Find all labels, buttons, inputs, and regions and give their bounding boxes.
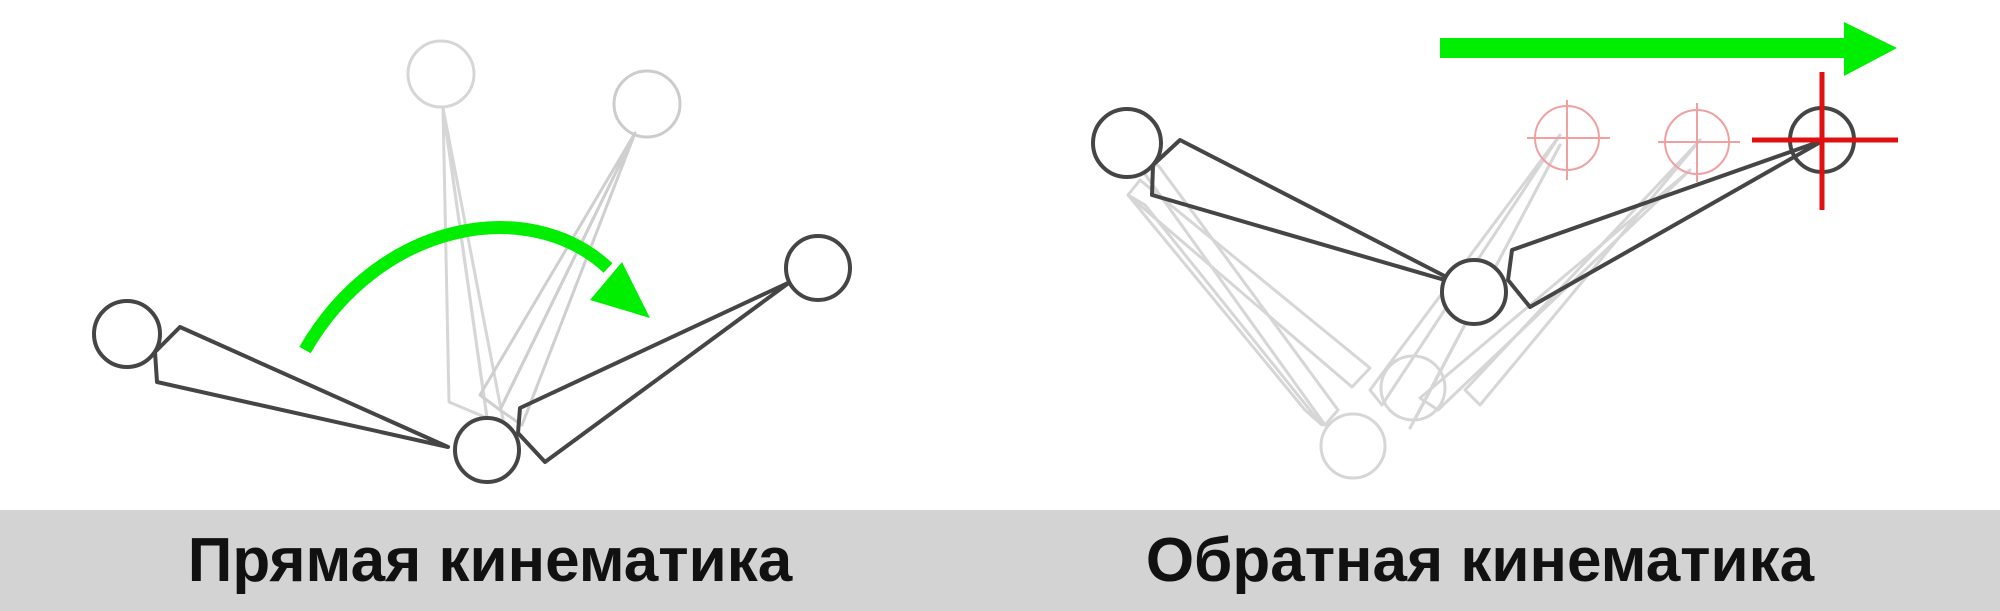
ghost-joint-elbow-b bbox=[1379, 354, 1447, 422]
ghost-bone-a2 bbox=[1126, 193, 1324, 427]
ghost-bone-b3 bbox=[1418, 168, 1692, 412]
forward-bone-2 bbox=[516, 280, 792, 464]
forward-ghost-poses bbox=[406, 39, 682, 432]
crosshair-target-icon bbox=[1752, 72, 1898, 210]
forward-current-pose bbox=[92, 234, 852, 484]
inverse-current-pose bbox=[1091, 107, 1826, 326]
inverse-joint-start bbox=[1091, 107, 1163, 179]
ghost-bone-pose-b bbox=[478, 131, 637, 427]
inverse-bone-1 bbox=[1150, 138, 1464, 287]
ghost-target-2-icon bbox=[1658, 103, 1740, 182]
inverse-joint-middle bbox=[1440, 258, 1508, 326]
ghost-joint-pose-a bbox=[406, 39, 476, 109]
ghost-joint-pose-b bbox=[612, 69, 682, 139]
caption-bar: Прямая кинематика Обратная кинематика bbox=[0, 510, 2000, 611]
straight-right-arrow-icon bbox=[1440, 22, 1897, 76]
forward-joint-end-left bbox=[92, 299, 162, 369]
ghost-bone-a1 bbox=[1126, 178, 1372, 389]
forward-joint-root bbox=[453, 416, 521, 484]
inverse-bone-2 bbox=[1506, 138, 1826, 309]
inverse-ghost-poses bbox=[1126, 100, 1740, 480]
ghost-target-1-icon bbox=[1527, 100, 1610, 180]
inverse-kinematics-caption: Обратная кинематика bbox=[1145, 526, 1815, 595]
ghost-joint-elbow-a bbox=[1319, 412, 1387, 480]
curved-rotation-arrow-icon bbox=[299, 221, 650, 354]
ghost-bone-pose-a bbox=[441, 106, 507, 432]
forward-bone-1 bbox=[153, 325, 450, 449]
forward-joint-end-right bbox=[784, 234, 852, 302]
inverse-kinematics-panel bbox=[1091, 22, 1898, 480]
forward-kinematics-caption: Прямая кинематика bbox=[187, 526, 793, 595]
forward-kinematics-panel bbox=[92, 39, 852, 484]
kinematics-diagram bbox=[92, 22, 1898, 484]
